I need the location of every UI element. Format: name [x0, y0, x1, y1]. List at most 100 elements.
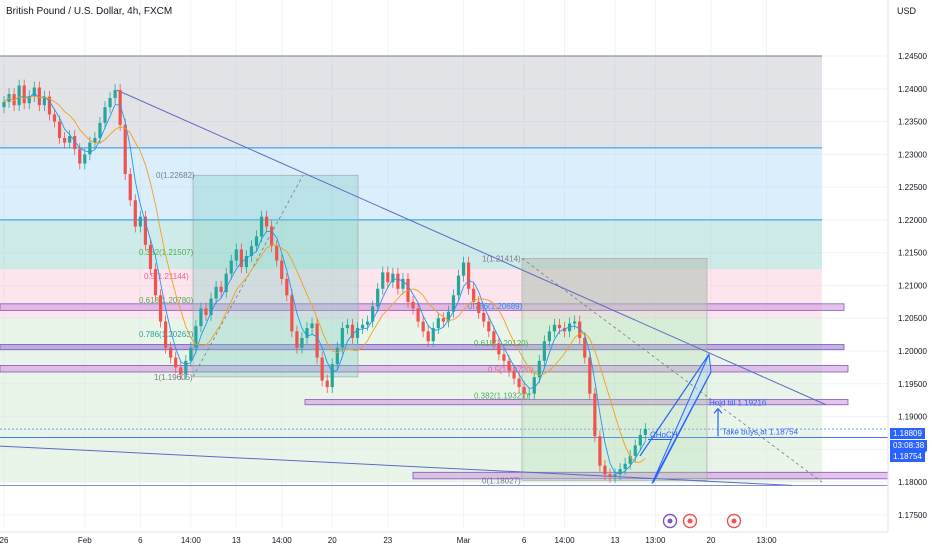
candle-body: [416, 308, 420, 322]
event-icon-dot: [667, 518, 673, 524]
candle-body: [169, 347, 173, 358]
price-tick-label: 1.24500: [898, 52, 927, 61]
event-icon-dot: [731, 518, 737, 524]
candle-body: [593, 393, 597, 437]
candle-body: [391, 273, 395, 283]
time-tick-label: 13: [232, 536, 241, 545]
chart-title: British Pound / U.S. Dollar, 4h, FXCM: [6, 6, 173, 17]
candle-body: [194, 326, 198, 348]
candle-body: [265, 216, 269, 227]
candle-body: [335, 347, 339, 365]
candle-body: [118, 90, 122, 125]
candle-body: [300, 337, 304, 348]
candle-body: [467, 262, 471, 289]
candle-body: [128, 174, 132, 201]
candle-body: [527, 393, 531, 395]
candle-body: [224, 273, 228, 293]
fib-label-right: 0.786(1.20689): [468, 302, 523, 311]
candle-body: [532, 377, 536, 394]
event-icons[interactable]: [662, 513, 742, 529]
candle-body: [83, 154, 87, 164]
level-boxes[interactable]: [0, 303, 889, 480]
price-tick-label: 1.20000: [898, 347, 927, 356]
candle-body: [628, 455, 632, 464]
time-tick-label: 26: [0, 536, 9, 545]
time-tick-label: 6: [522, 536, 527, 545]
price-tick-label: 1.21000: [898, 281, 927, 290]
candle-body: [355, 328, 360, 338]
candle-body: [73, 136, 77, 150]
candle-body: [522, 387, 526, 394]
time-tick-label: 14:00: [181, 536, 202, 545]
candle-body: [371, 306, 375, 322]
candle-body: [158, 295, 163, 322]
candle-body: [482, 313, 486, 322]
candle-body: [325, 380, 329, 388]
candle-body: [552, 324, 557, 332]
candle-body: [517, 378, 521, 388]
candle-body: [502, 354, 506, 361]
candle-body: [108, 98, 112, 108]
countdown-badge: 03:08:38: [890, 440, 928, 451]
candle-body: [57, 121, 62, 138]
candle-body: [88, 142, 92, 155]
candle-body: [315, 323, 319, 358]
candle-body: [350, 324, 355, 338]
candle-body: [568, 323, 572, 332]
fib-top-band: [522, 258, 707, 306]
zone-box: [0, 147, 822, 220]
price-tick-label: 1.18000: [898, 478, 927, 487]
candle-body: [360, 324, 365, 329]
fib-label-right: 0.618(1.20120): [474, 339, 529, 348]
candle-body: [153, 269, 158, 296]
candle-body: [27, 96, 31, 104]
candle-body: [174, 357, 178, 368]
time-tick-label: 6: [138, 536, 143, 545]
candle-body: [270, 226, 274, 247]
candle-body: [229, 260, 233, 274]
candle-body: [583, 337, 587, 358]
trend-lines[interactable]: [0, 89, 888, 486]
candle-body: [573, 321, 577, 324]
time-tick-label: 23: [383, 536, 392, 545]
candle-body: [138, 216, 142, 227]
candle-body: [2, 101, 6, 108]
fib-label-right: 0.5(1.19720): [488, 365, 534, 374]
level-box: [304, 399, 849, 406]
candle-body: [305, 328, 309, 338]
candle-body: [295, 331, 299, 348]
fib-retracement[interactable]: 0(1.22682) 0.382(1.21507) 0.5(1.21144) 0.61…: [139, 171, 823, 485]
candle-body: [199, 308, 203, 327]
candle-body: [103, 107, 107, 123]
candle-body: [557, 324, 562, 329]
price-tick-label: 1.20500: [898, 314, 927, 323]
time-tick-label: 13:00: [645, 536, 666, 545]
time-axis[interactable]: 26 Feb 6 14:00 13 14:00 20 23 Mar 6 14:00 13 13:00 20…: [0, 531, 888, 545]
candle-body: [396, 273, 400, 289]
time-tick-label: 20: [707, 536, 716, 545]
candle-body: [598, 436, 602, 466]
candle-body: [537, 360, 541, 378]
candle-body: [68, 136, 72, 143]
candle-body: [320, 357, 324, 381]
fib-label-left: 0.618(1.20780): [139, 296, 194, 305]
candle-body: [472, 288, 476, 302]
fib-label-left: 0.5(1.21144): [144, 272, 189, 281]
moving-average-line: [3, 95, 646, 463]
candle-body: [133, 200, 137, 227]
ascending-channel[interactable]: CHoCH Hold till 1.19216 Take buys at 1.187…: [639, 352, 799, 484]
fib-label-left: 0(1.22682): [156, 171, 195, 180]
arrow-head: [713, 407, 723, 414]
fib-diagonal-right: [521, 258, 823, 483]
candle-body: [254, 236, 259, 247]
candle-body: [113, 90, 117, 99]
price-axis-bg: [888, 0, 932, 550]
choch-label: CHoCH: [650, 431, 678, 440]
level-box: [0, 344, 845, 351]
trend-line-lower: [0, 445, 793, 486]
trend-line-upper: [116, 89, 827, 406]
candle-body: [164, 321, 168, 348]
candle-body: [17, 85, 21, 106]
price-axis[interactable]: 1.24500 1.24000 1.23500 1.23000 1.22500 1.220…: [887, 0, 932, 550]
